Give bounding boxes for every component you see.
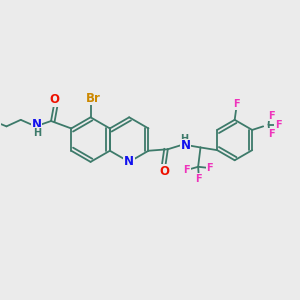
Text: N: N [32,118,42,131]
Text: Br: Br [85,92,100,105]
Text: F: F [233,99,239,110]
Text: F: F [184,165,190,176]
Text: N: N [124,155,134,168]
Text: H: H [180,134,188,144]
Text: H: H [33,128,41,138]
Text: N: N [181,140,190,152]
Text: F: F [275,120,281,130]
Text: F: F [195,174,202,184]
Text: O: O [49,93,59,106]
Text: F: F [268,128,275,139]
Text: F: F [206,163,213,173]
Text: O: O [160,165,170,178]
Text: F: F [268,111,275,121]
